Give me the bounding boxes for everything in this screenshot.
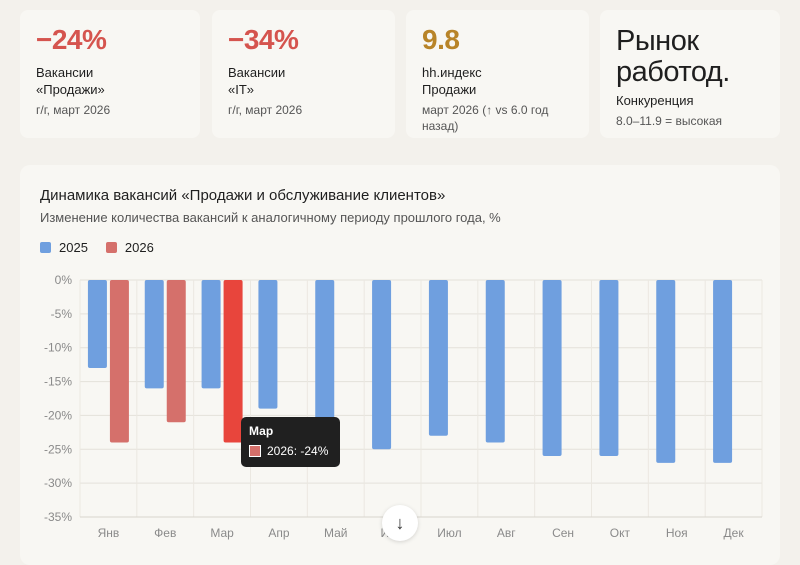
x-tick-label: Янв [98,526,120,540]
x-tick-label: Июл [437,526,461,540]
bar-2025-11 [656,280,676,463]
tooltip-value: 2026: -24% [267,444,329,458]
x-tick-label: Май [324,526,348,540]
kpi-label: «IT» [228,82,255,97]
bar-2025-2 [144,280,164,389]
kpi-label: Вакансии [36,65,94,80]
y-tick-label: -20% [44,408,72,422]
tooltip-title: Мар [249,424,274,438]
legend-swatch [40,242,51,253]
legend-label: 2026 [124,240,154,255]
bar-2025-4 [258,280,278,409]
y-tick-label: -35% [44,510,72,524]
kpi-subtitle: 8.0–11.9 = высокая [616,114,722,128]
y-tick-label: -15% [44,375,72,389]
kpi-value: Рынок работод. [616,25,730,88]
arrow-down-icon: ↓ [395,512,405,533]
x-tick-label: Авг [497,526,516,540]
bar-2025-7 [428,280,448,436]
bar-2025-12 [713,280,733,463]
x-tick-label: Сен [552,526,574,540]
legend-item-2026[interactable]: 2026 [105,240,154,255]
bar-2025-10 [599,280,619,457]
kpi-value: −34% [228,24,299,55]
y-tick-label: -30% [44,476,72,490]
kpi-card-it-vacancies: −34% Вакансии «IT» г/г, март 2026 [212,10,395,138]
chart-panel: Динамика вакансий «Продажи и обслуживани… [20,165,780,565]
kpi-card-hh-index: 9.8 hh.индекс Продажи март 2026 (↑ vs 6.… [406,10,589,138]
bar-2026-2 [166,280,186,423]
kpi-label: Вакансии [228,65,286,80]
kpi-subtitle: г/г, март 2026 [228,103,303,117]
kpi-value: 9.8 [422,24,460,55]
kpi-label: «Продажи» [36,82,105,97]
bar-2025-3 [201,280,221,389]
x-tick-label: Фев [154,526,176,540]
kpi-label: Продажи [422,82,477,97]
bar-2026-1 [109,280,129,443]
x-tick-label: Окт [610,526,631,540]
chart-legend: 2025 2026 [40,240,172,255]
kpi-card-sales-vacancies: −24% Вакансии «Продажи» г/г, март 2026 [20,10,200,138]
scroll-down-button[interactable]: ↓ [382,505,418,541]
x-tick-label: Мар [210,526,234,540]
kpi-card-market: Рынок работод. Конкуренция 8.0–11.9 = вы… [600,10,780,138]
bar-2025-9 [542,280,562,457]
bar-2025-1 [87,280,107,369]
x-tick-label: Ноя [666,526,688,540]
y-tick-label: -25% [44,442,72,456]
bar-2026-3 [223,280,243,443]
y-tick-label: -5% [51,307,73,321]
kpi-label: Конкуренция [616,93,694,108]
x-tick-label: Апр [268,526,290,540]
bar-chart: 0% -5% -10% -15% -20% -25% -30% -35% Янв Фев Мар Ап… [44,273,763,540]
kpi-value: −24% [36,24,107,55]
chart-subtitle: Изменение количества вакансий к аналогич… [40,210,501,225]
bar-2025-5 [315,280,335,443]
y-tick-label: -10% [44,341,72,355]
legend-item-2025[interactable]: 2025 [40,240,88,255]
y-tick-label: 0% [55,273,73,287]
bar-2025-8 [485,280,505,443]
x-tick-label: Дек [724,526,745,540]
bar-2025-6 [372,280,392,450]
kpi-label: hh.индекс [422,65,482,80]
tooltip-swatch [249,445,261,457]
legend-swatch [105,242,117,253]
legend-label: 2025 [59,240,88,255]
kpi-subtitle: г/г, март 2026 [36,103,111,117]
chart-tooltip: Мар 2026: -24% [241,417,340,467]
kpi-subtitle: март 2026 (↑ vs 6.0 год назад) [422,103,549,133]
chart-title: Динамика вакансий «Продажи и обслуживани… [40,187,446,204]
